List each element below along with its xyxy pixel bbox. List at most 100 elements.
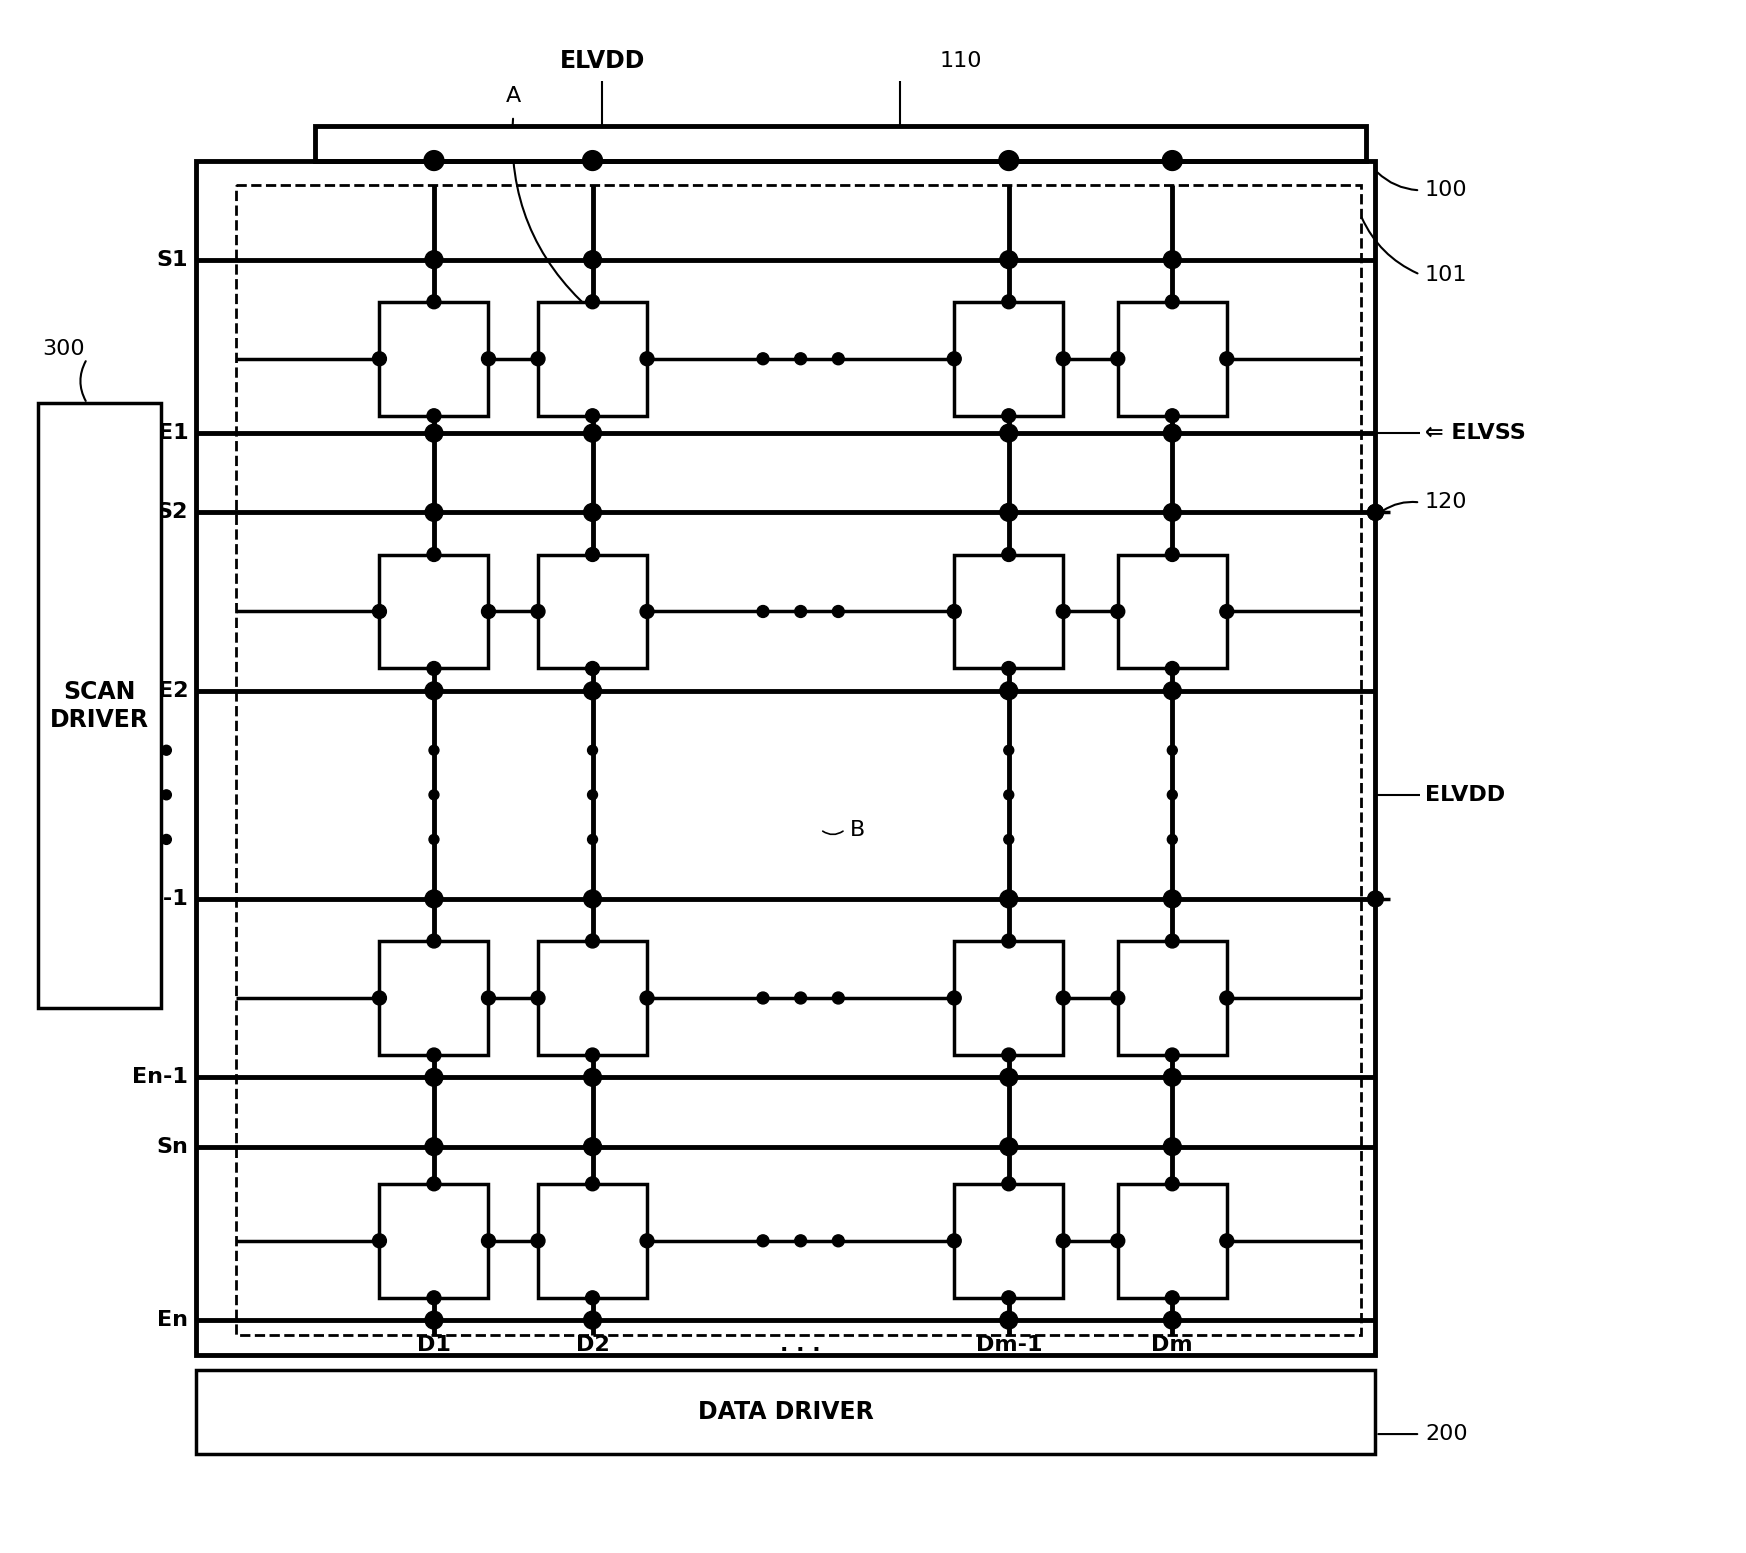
Circle shape [531, 353, 545, 365]
Bar [538, 554, 648, 668]
Text: E2: E2 [157, 680, 189, 700]
Circle shape [1004, 790, 1014, 800]
Circle shape [1000, 1068, 1018, 1086]
Circle shape [583, 890, 601, 909]
Bar [1117, 301, 1227, 416]
Circle shape [641, 991, 655, 1005]
Circle shape [585, 1048, 599, 1062]
Circle shape [1163, 1068, 1182, 1086]
Circle shape [1165, 933, 1179, 947]
Circle shape [161, 834, 171, 845]
Bar [1117, 554, 1227, 668]
Text: En: En [157, 1311, 189, 1329]
Circle shape [424, 1068, 443, 1086]
Circle shape [583, 1068, 601, 1086]
Circle shape [1002, 548, 1016, 562]
Circle shape [585, 1291, 599, 1305]
Circle shape [1165, 408, 1179, 422]
Circle shape [1163, 503, 1182, 522]
Bar [538, 301, 648, 416]
Circle shape [833, 606, 845, 618]
Circle shape [585, 933, 599, 947]
Circle shape [1000, 890, 1018, 909]
Circle shape [758, 992, 768, 1003]
Circle shape [424, 424, 443, 443]
Text: A: A [506, 85, 520, 106]
Circle shape [1004, 834, 1014, 845]
Circle shape [1056, 604, 1070, 618]
Circle shape [1165, 1048, 1179, 1062]
Circle shape [1367, 505, 1383, 520]
Circle shape [583, 152, 601, 169]
Circle shape [531, 1235, 545, 1247]
Circle shape [1002, 1048, 1016, 1062]
Circle shape [531, 991, 545, 1005]
Bar [196, 1370, 1376, 1454]
Circle shape [1110, 604, 1124, 618]
Circle shape [428, 1048, 442, 1062]
Circle shape [1367, 891, 1383, 907]
Circle shape [1165, 1177, 1179, 1191]
Circle shape [1163, 250, 1182, 269]
Bar [236, 185, 1360, 1336]
Bar [538, 941, 648, 1054]
Circle shape [482, 604, 496, 618]
Text: D2: D2 [576, 1334, 609, 1354]
Circle shape [161, 790, 171, 800]
Circle shape [424, 250, 443, 269]
Circle shape [1000, 424, 1018, 443]
Circle shape [833, 992, 845, 1003]
Circle shape [833, 353, 845, 365]
Circle shape [1163, 424, 1182, 443]
Circle shape [794, 992, 807, 1003]
Text: Dm-1: Dm-1 [976, 1334, 1042, 1354]
Circle shape [1367, 505, 1383, 520]
Text: ELVDD: ELVDD [560, 50, 644, 73]
Circle shape [1004, 745, 1014, 755]
Bar [314, 126, 1365, 160]
Circle shape [424, 1138, 443, 1155]
Circle shape [1163, 682, 1182, 700]
Circle shape [428, 1291, 442, 1305]
Circle shape [1000, 1311, 1018, 1329]
Circle shape [482, 353, 496, 365]
Circle shape [1002, 662, 1016, 676]
Circle shape [948, 604, 962, 618]
Circle shape [1168, 790, 1177, 800]
Circle shape [1002, 295, 1016, 309]
Circle shape [1110, 1235, 1124, 1247]
Circle shape [583, 1138, 601, 1155]
Circle shape [424, 503, 443, 522]
Text: Dm: Dm [1151, 1334, 1193, 1354]
Circle shape [583, 503, 601, 522]
Text: ELVDD: ELVDD [1425, 784, 1505, 804]
Bar [955, 1183, 1063, 1298]
Circle shape [758, 353, 768, 365]
Text: B: B [850, 820, 866, 840]
Text: 100: 100 [1425, 180, 1468, 200]
Bar [379, 301, 489, 416]
Circle shape [424, 682, 443, 700]
Circle shape [1163, 1138, 1182, 1155]
Circle shape [583, 151, 602, 171]
Bar [538, 1183, 648, 1298]
Circle shape [1000, 503, 1018, 522]
Bar [379, 554, 489, 668]
Text: 300: 300 [42, 339, 86, 359]
Bar [955, 301, 1063, 416]
Circle shape [583, 1311, 601, 1329]
Bar [955, 941, 1063, 1054]
Circle shape [424, 151, 443, 171]
Bar [196, 160, 1376, 1354]
Bar [1117, 941, 1227, 1054]
Circle shape [1002, 933, 1016, 947]
Circle shape [424, 890, 443, 909]
Circle shape [1220, 604, 1234, 618]
Bar [38, 404, 161, 1008]
Circle shape [430, 745, 438, 755]
Circle shape [482, 991, 496, 1005]
Circle shape [833, 1235, 845, 1247]
Circle shape [1220, 991, 1234, 1005]
Circle shape [1110, 991, 1124, 1005]
Circle shape [372, 353, 386, 365]
